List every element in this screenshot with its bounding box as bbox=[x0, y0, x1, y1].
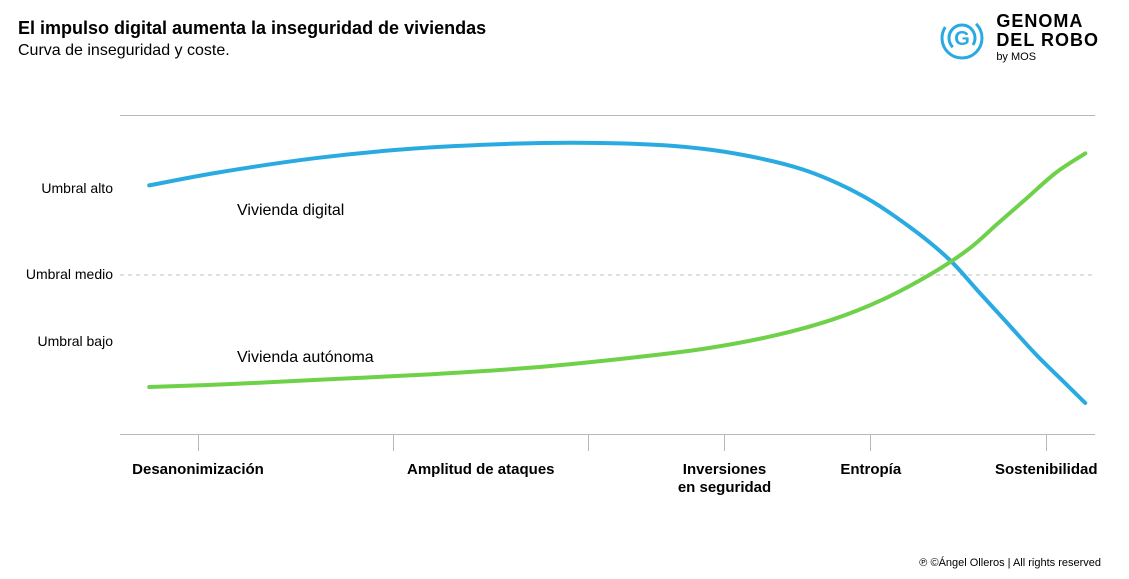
x-tick-label: Inversiones en seguridad bbox=[678, 461, 771, 497]
x-tick-label: Desanonimización bbox=[132, 461, 264, 479]
y-axis-label: Umbral alto bbox=[8, 180, 113, 196]
x-tick-mark bbox=[1046, 435, 1047, 451]
chart-plot-area bbox=[120, 115, 1095, 435]
x-tick-label: Amplitud de ataques bbox=[407, 461, 555, 479]
x-tick-label: Sostenibilidad bbox=[995, 461, 1098, 479]
copyright-footer: ℗ ©Ángel Olleros | All rights reserved bbox=[919, 557, 1101, 569]
logo-icon: G bbox=[938, 14, 986, 62]
x-tick-mark bbox=[870, 435, 871, 451]
logo-text: GENOMA DEL ROBO by MOS bbox=[996, 12, 1099, 63]
x-tick-mark bbox=[198, 435, 199, 451]
svg-text:G: G bbox=[955, 28, 971, 50]
series-label: Vivienda digital bbox=[237, 202, 344, 220]
x-tick-mark bbox=[588, 435, 589, 451]
x-tick-mark bbox=[393, 435, 394, 451]
x-tick-label: Entropía bbox=[840, 461, 901, 479]
logo-line2: DEL ROBO bbox=[996, 31, 1099, 50]
x-axis-labels: Desanonimización Amplitud de ataques Inver… bbox=[120, 455, 1095, 515]
chart-title: El impulso digital aumenta la insegurida… bbox=[18, 18, 486, 39]
chart-svg bbox=[120, 115, 1095, 435]
series-label: Vivienda autónoma bbox=[237, 349, 374, 367]
y-axis-label: Umbral bajo bbox=[8, 333, 113, 349]
logo-line3: by MOS bbox=[996, 52, 1099, 64]
logo-line1: GENOMA bbox=[996, 12, 1099, 31]
chart-subtitle: Curva de inseguridad y coste. bbox=[18, 42, 230, 60]
x-tick-mark bbox=[724, 435, 725, 451]
brand-logo: G GENOMA DEL ROBO by MOS bbox=[938, 12, 1099, 63]
chart-container: { "header": { "title": "El impulso digit… bbox=[0, 0, 1129, 579]
y-axis-label: Umbral medio bbox=[8, 266, 113, 282]
